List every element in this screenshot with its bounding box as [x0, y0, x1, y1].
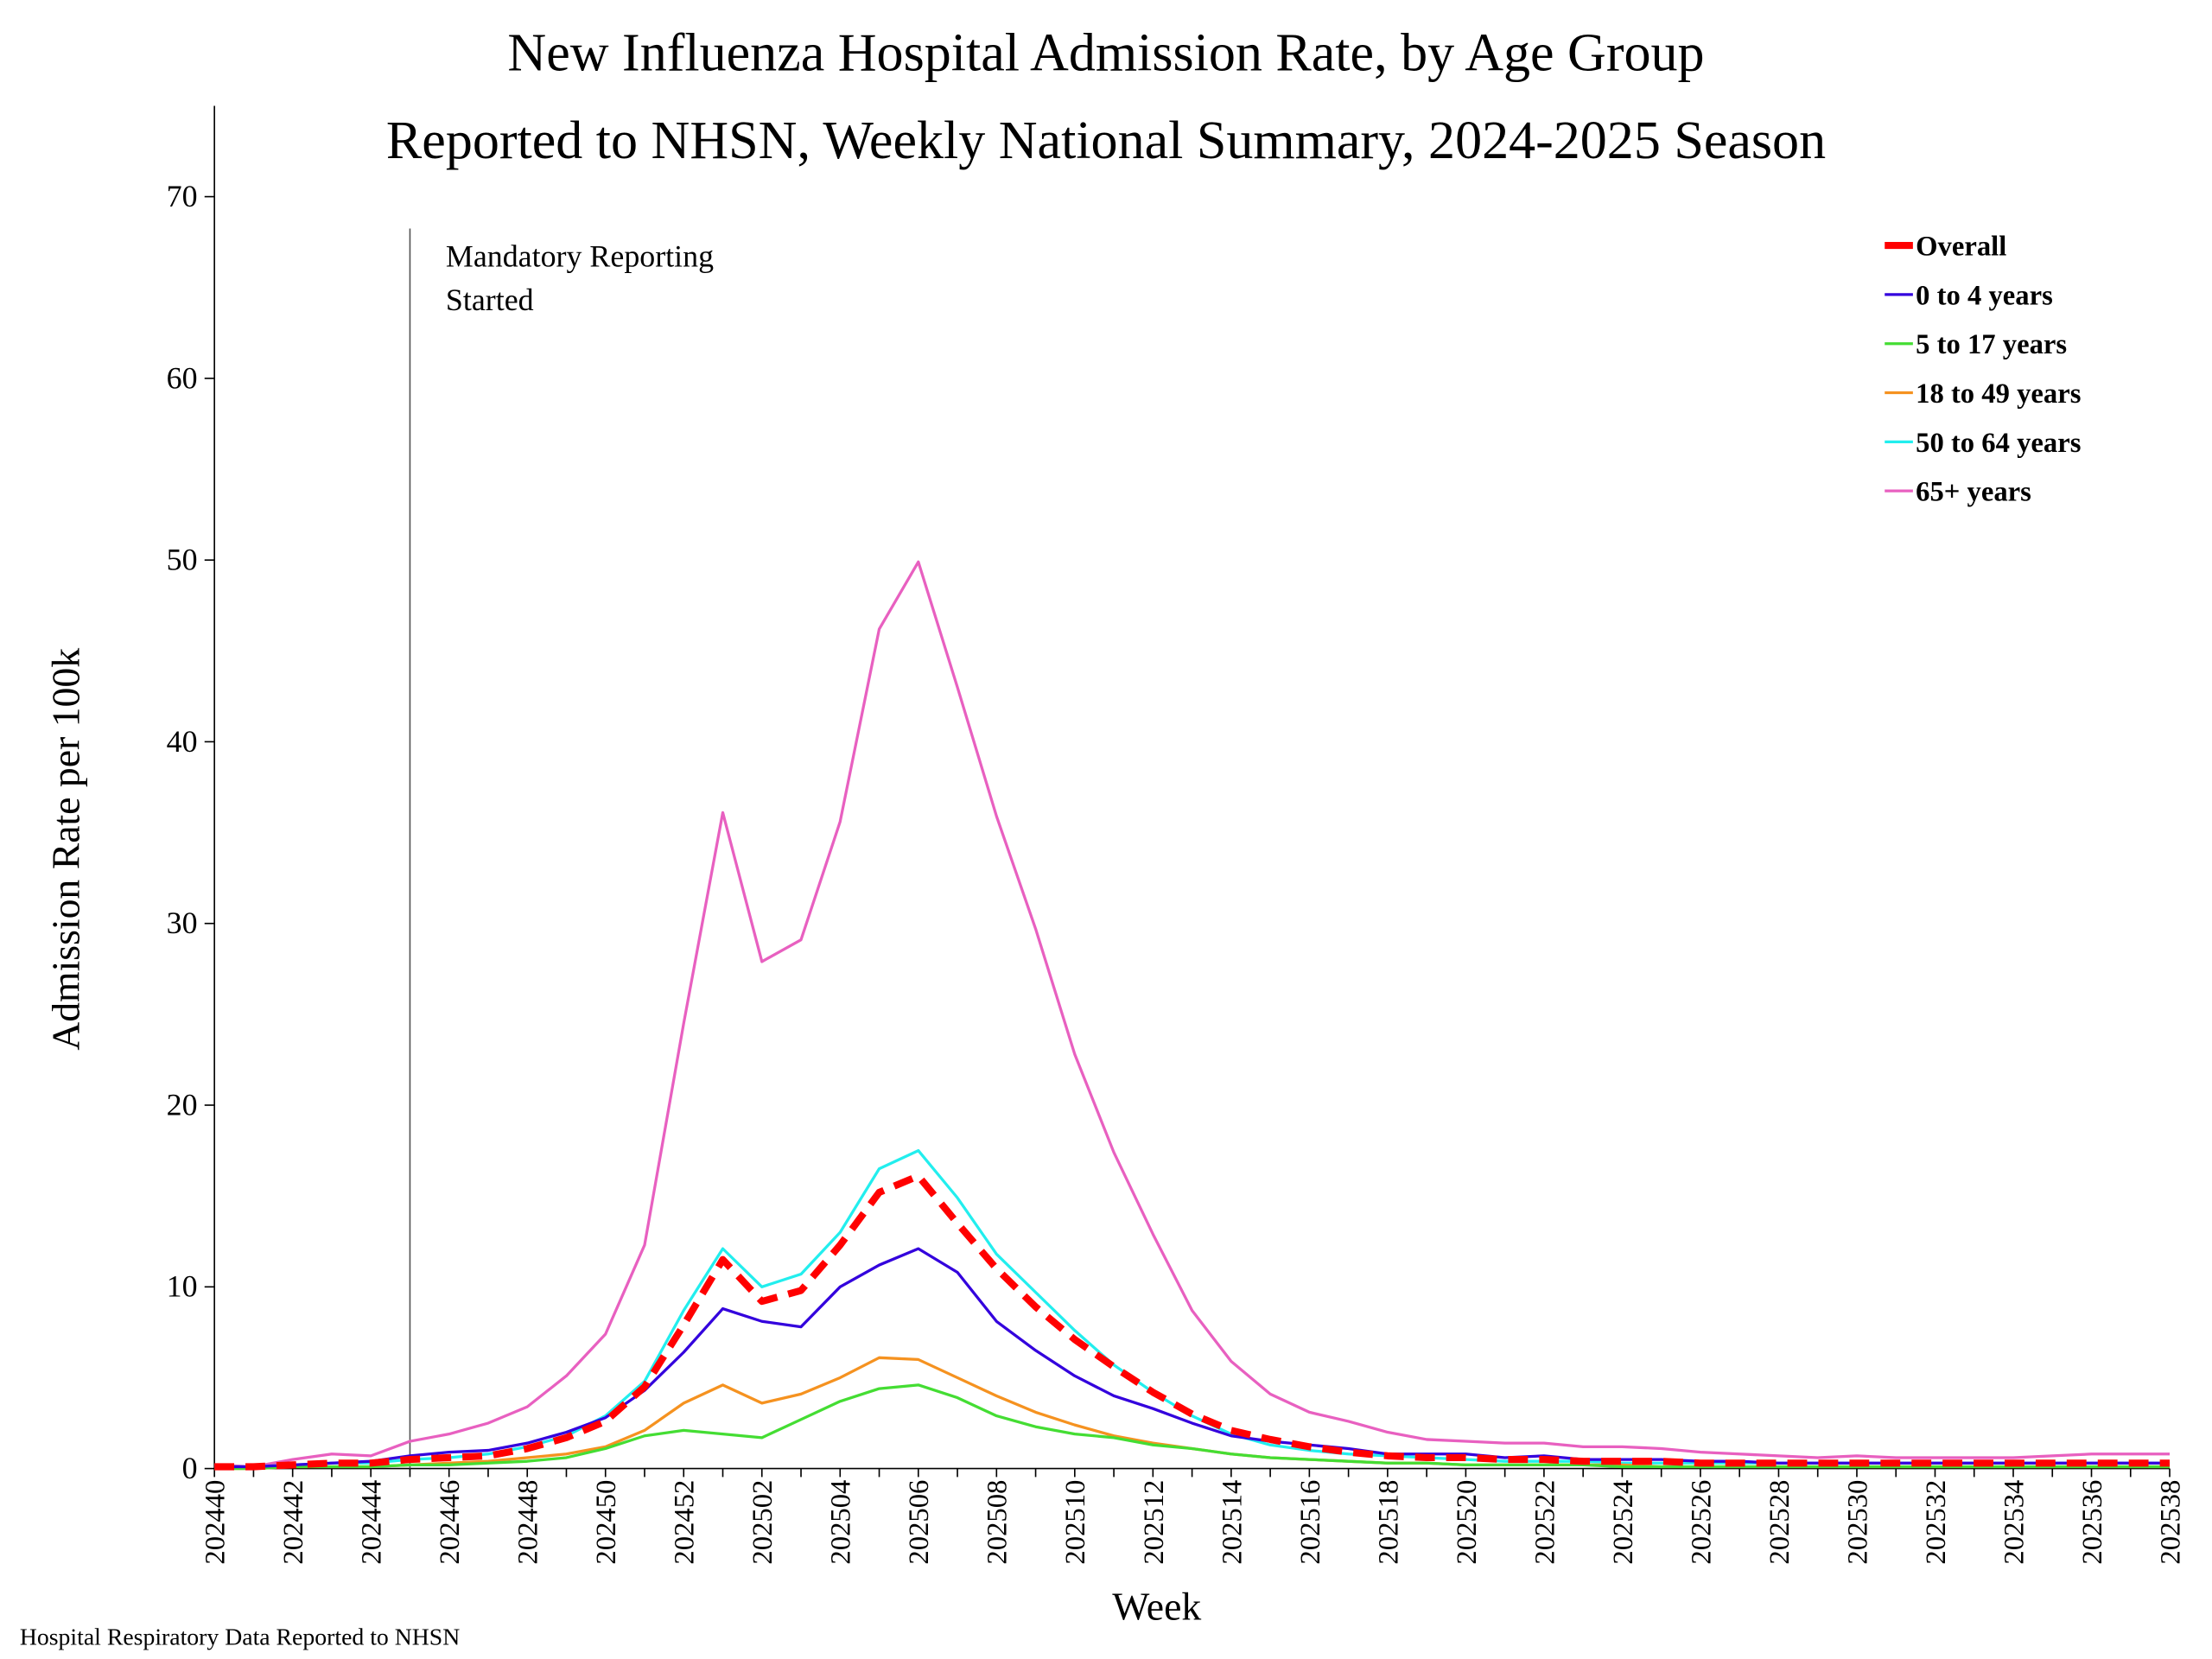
- y-tick-label: 70: [167, 179, 198, 213]
- y-tick-label: 60: [167, 360, 198, 395]
- x-tick-label: 202518: [1373, 1480, 1404, 1565]
- x-tick-label: 202504: [826, 1480, 857, 1565]
- x-axis-label: Week: [1112, 1584, 1201, 1628]
- y-tick-label: 0: [182, 1451, 198, 1485]
- y-tick-label: 20: [167, 1087, 198, 1122]
- x-tick-label: 202440: [200, 1480, 232, 1565]
- x-tick-label: 202536: [2077, 1480, 2108, 1565]
- series-line: [214, 1172, 2171, 1471]
- x-tick-label: 202510: [1060, 1480, 1091, 1565]
- x-tick-label: 202530: [1842, 1480, 1873, 1565]
- x-tick-label: 202502: [747, 1480, 779, 1565]
- x-tick-label: 202506: [904, 1480, 935, 1565]
- y-tick-label: 30: [167, 906, 198, 940]
- x-tick-label: 202526: [1686, 1480, 1717, 1565]
- x-tick-label: 202516: [1295, 1480, 1326, 1565]
- annotation: Started: [446, 283, 534, 317]
- x-tick-label: 202538: [2155, 1480, 2186, 1565]
- y-tick-label: 40: [167, 724, 198, 759]
- y-axis-label: Admission Rate per 100k: [43, 648, 87, 1051]
- legend-label: 5 to 17 years: [1916, 329, 2067, 360]
- x-tick-label: 202444: [357, 1480, 388, 1565]
- chart-title: New Influenza Hospital Admission Rate, b…: [507, 24, 1704, 83]
- x-tick-label: 202528: [1764, 1480, 1796, 1565]
- x-tick-label: 202508: [982, 1480, 1014, 1565]
- x-tick-label: 202524: [1608, 1480, 1639, 1565]
- x-tick-label: 202522: [1529, 1480, 1560, 1565]
- y-tick-label: 10: [167, 1269, 198, 1304]
- x-tick-label: 202448: [513, 1480, 544, 1565]
- x-tick-label: 202450: [591, 1480, 622, 1565]
- legend-label: Overall: [1916, 232, 2006, 263]
- x-tick-label: 202442: [278, 1480, 309, 1565]
- annotation: Mandatory Reporting: [446, 239, 714, 274]
- x-tick-label: 202520: [1452, 1480, 1483, 1565]
- x-tick-label: 202446: [435, 1480, 466, 1565]
- chart-subtitle: Reported to NHSN, Weekly National Summar…: [386, 111, 1826, 170]
- x-tick-label: 202452: [670, 1480, 701, 1565]
- series-line: [214, 560, 2171, 1469]
- x-tick-label: 202514: [1217, 1480, 1248, 1565]
- legend-label: 0 to 4 years: [1916, 280, 2053, 311]
- series-line: [214, 1247, 2171, 1469]
- y-tick-label: 50: [167, 543, 198, 577]
- x-tick-label: 202532: [1921, 1480, 1952, 1565]
- legend-label: 18 to 49 years: [1916, 378, 2081, 410]
- series-line: [214, 1383, 2171, 1471]
- legend-label: 65+ years: [1916, 477, 2031, 508]
- legend-label: 50 to 64 years: [1916, 428, 2081, 459]
- x-tick-label: 202512: [1139, 1480, 1170, 1565]
- footer: Hospital Respiratory Data Reported to NH…: [20, 1624, 460, 1651]
- x-tick-label: 202534: [1999, 1480, 2030, 1565]
